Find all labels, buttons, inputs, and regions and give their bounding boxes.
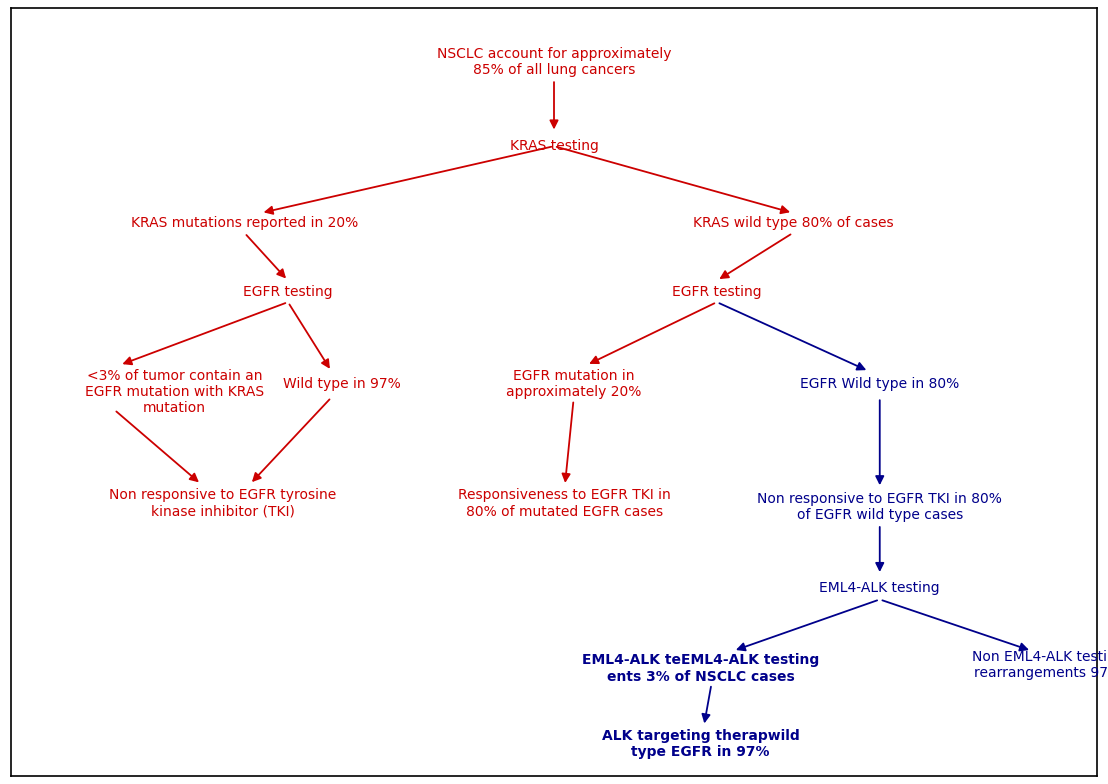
Text: EML4-ALK testing: EML4-ALK testing <box>820 581 940 595</box>
Text: EGFR testing: EGFR testing <box>243 285 332 299</box>
Text: EML4-ALK teEML4-ALK testing
ents 3% of NSCLC cases: EML4-ALK teEML4-ALK testing ents 3% of N… <box>582 654 819 684</box>
Text: Non EML4-ALK testing
rearrangements 97%: Non EML4-ALK testing rearrangements 97% <box>972 650 1108 680</box>
Text: EGFR testing: EGFR testing <box>673 285 761 299</box>
Text: KRAS wild type 80% of cases: KRAS wild type 80% of cases <box>692 216 893 230</box>
Text: KRAS mutations reported in 20%: KRAS mutations reported in 20% <box>131 216 358 230</box>
Text: Non responsive to EGFR tyrosine
kinase inhibitor (TKI): Non responsive to EGFR tyrosine kinase i… <box>110 488 337 518</box>
Text: Wild type in 97%: Wild type in 97% <box>284 377 401 391</box>
Text: EGFR Wild type in 80%: EGFR Wild type in 80% <box>800 377 960 391</box>
Text: Non responsive to EGFR TKI in 80%
of EGFR wild type cases: Non responsive to EGFR TKI in 80% of EGF… <box>757 492 1003 522</box>
Text: Responsiveness to EGFR TKI in
80% of mutated EGFR cases: Responsiveness to EGFR TKI in 80% of mut… <box>459 488 671 518</box>
Text: KRAS testing: KRAS testing <box>510 139 598 153</box>
Text: ALK targeting therapwild
type EGFR in 97%: ALK targeting therapwild type EGFR in 97… <box>602 729 800 759</box>
Text: EGFR mutation in
approximately 20%: EGFR mutation in approximately 20% <box>506 369 642 399</box>
Text: <3% of tumor contain an
EGFR mutation with KRAS
mutation: <3% of tumor contain an EGFR mutation wi… <box>85 368 264 416</box>
Text: NSCLC account for approximately
85% of all lung cancers: NSCLC account for approximately 85% of a… <box>437 46 671 77</box>
